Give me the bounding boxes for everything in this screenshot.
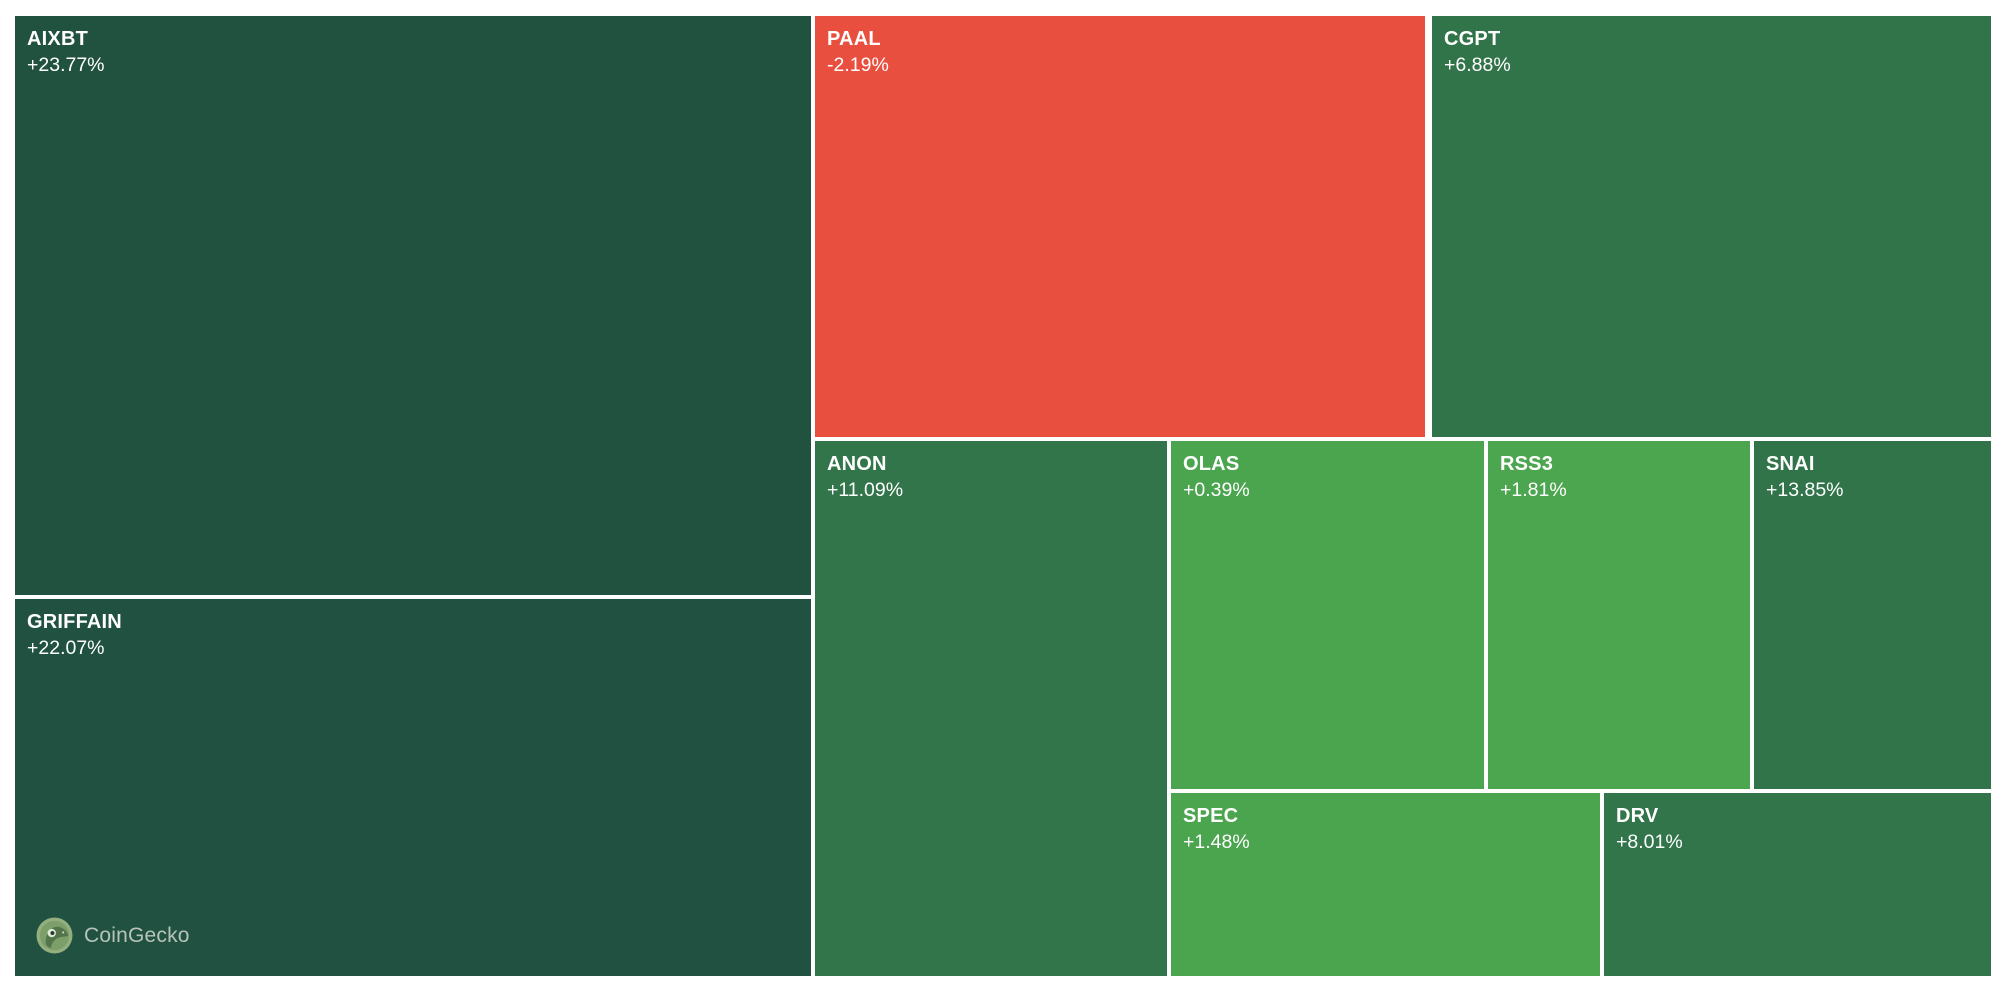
tile-symbol: PAAL	[827, 28, 881, 50]
tile-paal[interactable]: PAAL -2.19%	[815, 16, 1425, 437]
tile-symbol: CGPT	[1444, 28, 1501, 50]
coingecko-gecko-icon	[36, 917, 73, 954]
tile-change: +1.81%	[1500, 479, 1567, 501]
coingecko-attribution: CoinGecko	[36, 917, 190, 954]
tile-drv[interactable]: DRV +8.01%	[1604, 793, 1991, 976]
tile-change: +13.85%	[1766, 479, 1844, 501]
tile-spec[interactable]: SPEC +1.48%	[1171, 793, 1600, 976]
tile-rss3[interactable]: RSS3 +1.81%	[1488, 441, 1750, 789]
tile-change: -2.19%	[827, 54, 889, 76]
tile-symbol: RSS3	[1500, 453, 1554, 475]
tile-symbol: SPEC	[1183, 805, 1239, 827]
coingecko-brand-label: CoinGecko	[84, 923, 190, 947]
tile-symbol: OLAS	[1183, 453, 1240, 475]
tile-symbol: ANON	[827, 453, 887, 475]
tile-change: +0.39%	[1183, 479, 1250, 501]
tile-anon[interactable]: ANON +11.09%	[815, 441, 1167, 976]
tile-snai[interactable]: SNAI +13.85%	[1754, 441, 1991, 789]
tile-change: +6.88%	[1444, 54, 1511, 76]
tile-change: +23.77%	[27, 54, 105, 76]
tile-change: +22.07%	[27, 637, 105, 659]
tile-change: +1.48%	[1183, 831, 1250, 853]
tile-cgpt[interactable]: CGPT +6.88%	[1432, 16, 1991, 437]
tile-olas[interactable]: OLAS +0.39%	[1171, 441, 1484, 789]
tile-griffain[interactable]: GRIFFAIN +22.07%	[15, 599, 811, 976]
tile-symbol: DRV	[1616, 805, 1659, 827]
tile-symbol: SNAI	[1766, 453, 1815, 475]
tile-change: +8.01%	[1616, 831, 1683, 853]
tile-change: +11.09%	[827, 479, 904, 501]
tile-aixbt[interactable]: AIXBT +23.77%	[15, 16, 811, 595]
tile-symbol: GRIFFAIN	[27, 611, 122, 633]
tile-symbol: AIXBT	[27, 28, 88, 50]
